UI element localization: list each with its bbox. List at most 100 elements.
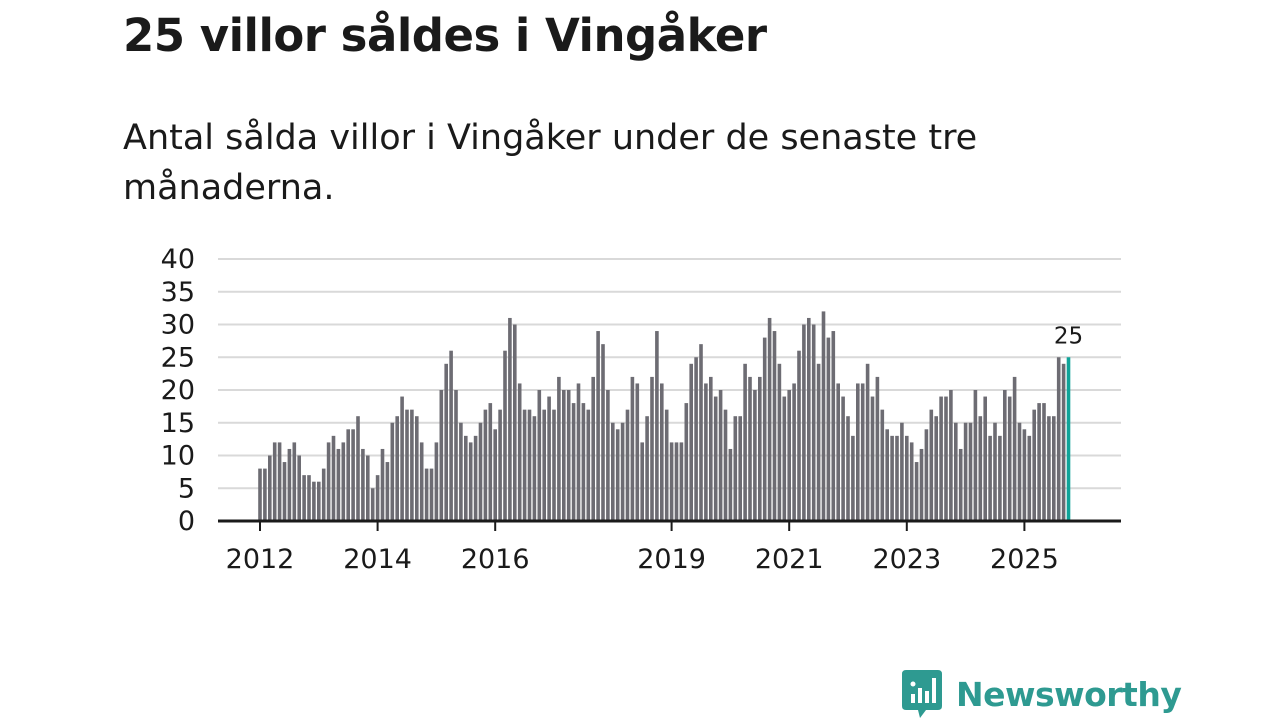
bar bbox=[860, 383, 865, 521]
x-tick-label: 2016 bbox=[461, 544, 530, 575]
bar bbox=[998, 435, 1002, 521]
bar bbox=[562, 390, 566, 521]
bar bbox=[949, 390, 953, 521]
bar bbox=[312, 481, 316, 521]
bar bbox=[522, 409, 527, 521]
bar bbox=[1042, 403, 1046, 521]
bar bbox=[723, 409, 728, 521]
x-axis-labels: 2012 2014 2016 2019 2021 2023 2025 bbox=[226, 544, 1059, 575]
bar bbox=[419, 442, 424, 521]
newsworthy-brand[interactable]: Newsworthy bbox=[902, 668, 1182, 720]
highlight-value-label: 25 bbox=[1054, 323, 1083, 349]
x-tick-label: 2014 bbox=[343, 544, 412, 575]
bar bbox=[704, 383, 708, 521]
bar bbox=[762, 337, 767, 521]
bar bbox=[924, 429, 929, 521]
bar bbox=[728, 448, 733, 521]
bar bbox=[351, 429, 355, 521]
bar bbox=[973, 390, 978, 521]
x-tick-label: 2025 bbox=[990, 544, 1059, 575]
bar bbox=[1061, 363, 1066, 521]
bar bbox=[1047, 416, 1051, 521]
bar bbox=[488, 403, 493, 521]
bar bbox=[733, 416, 738, 521]
x-tick-label: 2021 bbox=[755, 544, 824, 575]
bar bbox=[370, 488, 375, 521]
bar bbox=[914, 462, 919, 521]
x-tick-label: 2023 bbox=[872, 544, 941, 575]
y-tick-label: 30 bbox=[161, 310, 195, 341]
bar bbox=[870, 396, 875, 521]
bar bbox=[900, 422, 904, 521]
bar bbox=[459, 422, 463, 521]
bar bbox=[1012, 376, 1017, 521]
x-tick-label: 2019 bbox=[637, 544, 706, 575]
bar bbox=[390, 422, 395, 521]
bar bbox=[537, 390, 542, 521]
chart-subtitle: Antal sålda villor i Vingåker under de s… bbox=[123, 118, 978, 208]
bar bbox=[630, 376, 635, 521]
bar bbox=[640, 442, 644, 521]
bar bbox=[473, 435, 478, 521]
bar bbox=[620, 422, 625, 521]
bar bbox=[424, 468, 429, 521]
bar bbox=[944, 396, 948, 521]
bar bbox=[978, 416, 983, 521]
bar bbox=[596, 331, 600, 521]
bar bbox=[586, 409, 591, 521]
bar bbox=[645, 416, 649, 521]
bar bbox=[655, 331, 659, 521]
y-tick-label: 35 bbox=[161, 277, 195, 308]
bar bbox=[758, 376, 762, 521]
bar bbox=[302, 475, 306, 521]
bar bbox=[777, 363, 782, 521]
bar bbox=[772, 331, 777, 521]
bar bbox=[909, 442, 914, 521]
bar bbox=[395, 416, 399, 521]
newsworthy-logo-icon bbox=[902, 670, 942, 718]
bar bbox=[268, 455, 272, 521]
bar bbox=[557, 376, 561, 521]
bar bbox=[434, 442, 439, 521]
bar bbox=[493, 429, 497, 521]
bar bbox=[375, 475, 380, 521]
bar bbox=[738, 416, 742, 521]
bar bbox=[1017, 422, 1022, 521]
bar bbox=[464, 435, 468, 521]
bar bbox=[826, 337, 831, 521]
bar bbox=[885, 429, 889, 521]
bar bbox=[635, 383, 640, 521]
bar bbox=[571, 403, 576, 521]
bar bbox=[753, 390, 757, 521]
bar bbox=[415, 416, 419, 521]
bar bbox=[317, 481, 321, 521]
bar bbox=[625, 409, 630, 521]
x-axis bbox=[218, 519, 1121, 531]
bar bbox=[684, 403, 689, 521]
bar bbox=[875, 376, 880, 521]
bar bbox=[341, 442, 346, 521]
bar bbox=[895, 435, 899, 521]
bar bbox=[307, 475, 311, 521]
bar bbox=[669, 442, 674, 521]
bar bbox=[606, 390, 610, 521]
bar bbox=[581, 403, 586, 521]
y-tick-label: 5 bbox=[178, 473, 195, 504]
bar bbox=[566, 390, 571, 521]
bar bbox=[527, 409, 532, 521]
bar bbox=[366, 455, 370, 521]
bar bbox=[963, 422, 968, 521]
bar bbox=[968, 422, 973, 521]
bar bbox=[836, 383, 840, 521]
bar bbox=[713, 396, 718, 521]
bar bbox=[811, 324, 816, 521]
bar bbox=[660, 383, 664, 521]
bar bbox=[468, 442, 473, 521]
bar bbox=[865, 363, 870, 521]
bar-latest bbox=[1066, 357, 1071, 521]
bar bbox=[287, 448, 292, 521]
bar bbox=[410, 409, 414, 521]
bar bbox=[1007, 396, 1012, 521]
bar bbox=[880, 409, 885, 521]
